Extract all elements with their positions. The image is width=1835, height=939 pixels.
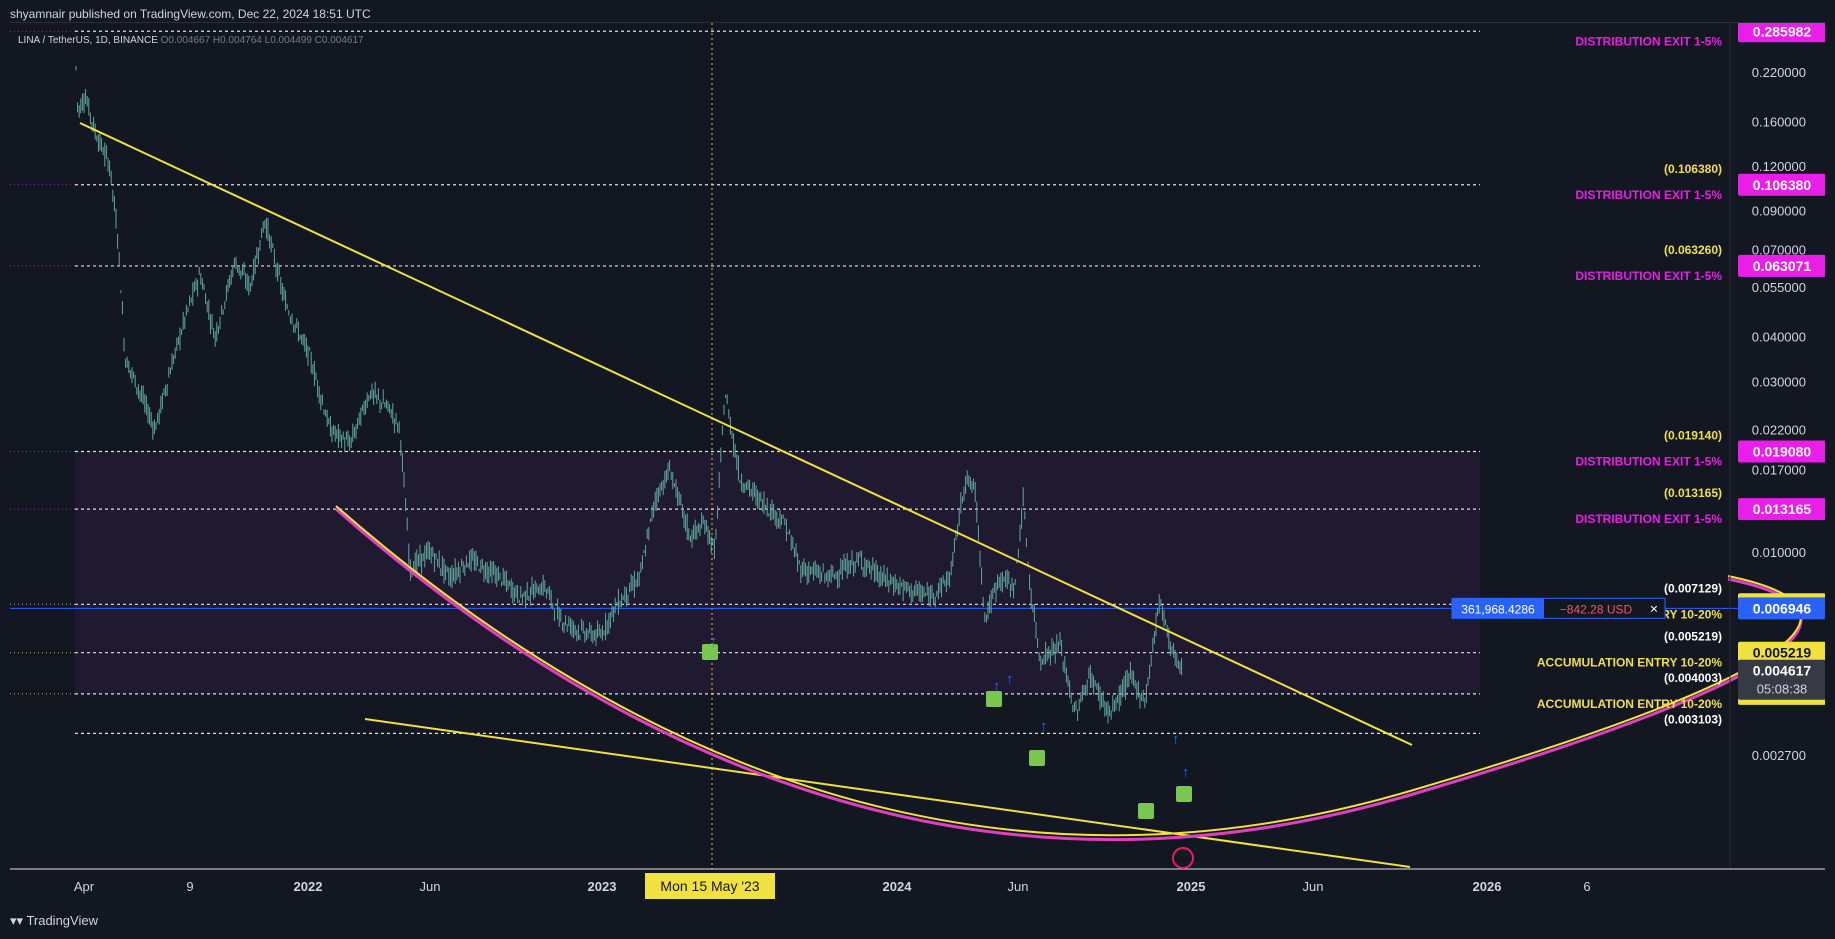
- y-tick-label: 0.090000: [1752, 204, 1806, 219]
- price-tag-bg: [1738, 440, 1825, 463]
- y-tick-label: 0.220000: [1752, 65, 1806, 80]
- level-label: ACCUMULATION ENTRY 10-20%: [1537, 697, 1722, 711]
- footer: ▾▾ TradingView: [0, 902, 1835, 939]
- check-icon: [986, 691, 1002, 707]
- arrow-up-icon: ↑: [1040, 718, 1048, 735]
- x-tick-label: 2022: [294, 879, 323, 894]
- accumulation-curve-outer: [335, 505, 1802, 837]
- x-tick-label: 2026: [1473, 879, 1502, 894]
- price-tag-bg: [1738, 498, 1825, 521]
- y-tick-label: 0.160000: [1752, 114, 1806, 129]
- price-tag: 0.285982: [1753, 23, 1812, 39]
- y-tick-label: 0.055000: [1752, 280, 1806, 295]
- position-qty-bg: [1452, 598, 1544, 619]
- check-icon: [1029, 750, 1045, 766]
- lightning-icon: [1172, 847, 1194, 869]
- y-tick-label: 0.030000: [1752, 374, 1806, 389]
- price-tag: 0.005219: [1753, 645, 1812, 661]
- level-bracket-label: (0.005219): [1664, 630, 1722, 644]
- x-tick-label: Jun: [420, 879, 441, 894]
- check-icon: [1138, 803, 1154, 819]
- y-tick-label: 0.070000: [1752, 243, 1806, 258]
- candles: [75, 66, 1183, 724]
- last-price-bg: [1738, 659, 1825, 700]
- x-tick-label: 9: [186, 879, 193, 894]
- x-tick-label: Jun: [1303, 879, 1324, 894]
- price-tag-bg: [1738, 254, 1825, 277]
- legend-symbol: LINA / TetherUS, 1D, BINANCE: [18, 35, 158, 46]
- legend-ohlc: O0.004667 H0.004764 L0.004499 C0.004617: [160, 35, 364, 46]
- position-pnl: −842.28 USD: [1560, 602, 1633, 616]
- y-tick-label: 0.040000: [1752, 330, 1806, 345]
- arrow-up-icon: ↑: [1172, 731, 1180, 748]
- price-tag-bg: [1738, 173, 1825, 196]
- x-tick-label: Jun: [1008, 879, 1029, 894]
- level-label: DISTRIBUTION EXIT 1-5%: [1575, 188, 1722, 202]
- price-tag: 0.013165: [1753, 501, 1812, 517]
- level-bracket-label: (0.019140): [1664, 428, 1722, 442]
- x-tick-label: 2025: [1177, 879, 1206, 894]
- symbol-legend: LINA / TetherUS, 1D, BINANCE O0.004667 H…: [18, 35, 364, 46]
- level-bracket-label: (0.013165): [1664, 486, 1722, 500]
- level-label: DISTRIBUTION EXIT 1-5%: [1575, 269, 1722, 283]
- x-tick-label: 2024: [883, 879, 913, 894]
- price-chart[interactable]: ↑↑ ↑↑↑↑DISTRIBUTION EXIT 1-5%(0.106380)DI…: [10, 23, 1825, 903]
- price-tag: 0.019080: [1753, 443, 1812, 459]
- publish-text: shyamnair published on TradingView.com, …: [10, 7, 371, 21]
- position-price-tag-bg: [1738, 597, 1825, 620]
- x-tick-label: 6: [1583, 879, 1590, 894]
- y-tick-label: 0.010000: [1752, 545, 1806, 560]
- tradingview-logo[interactable]: ▾▾ TradingView: [10, 913, 98, 929]
- close-icon: ×: [1650, 600, 1658, 616]
- level-bracket-label: (0.003103): [1664, 712, 1722, 726]
- crosshair-date-bg: [645, 873, 775, 899]
- level-bracket-label: (0.004003): [1664, 671, 1722, 685]
- check-icon: [1176, 786, 1192, 802]
- price-tag: 0.063071: [1753, 258, 1812, 274]
- price-tag: 0.106380: [1753, 177, 1812, 193]
- y-tick-label: 0.017000: [1752, 462, 1806, 477]
- accumulation-curve-inner: [335, 507, 1803, 842]
- level-label: DISTRIBUTION EXIT 1-5%: [1575, 512, 1722, 526]
- tv-icon: ▾▾: [10, 913, 27, 928]
- arrow-up-icon: ↑: [1182, 764, 1190, 781]
- y-tick-label: 0.022000: [1752, 422, 1806, 437]
- countdown-label: 05:08:38: [1757, 682, 1808, 697]
- level-bracket-label: (0.106380): [1664, 162, 1722, 176]
- arrow-up-icon: ↑: [993, 678, 1001, 695]
- x-tick-label: 2023: [588, 879, 617, 894]
- arrow-up-icon: ↑: [710, 633, 718, 650]
- footer-brand: TradingView: [26, 913, 98, 928]
- zone-shade: [75, 451, 1480, 694]
- position-price-tag: 0.006946: [1753, 600, 1812, 616]
- arrow-up-icon: ↑: [1006, 671, 1014, 688]
- check-icon: [702, 644, 718, 660]
- position-qty: 361,968.4286: [1461, 602, 1535, 616]
- trendline-descending: [79, 122, 1413, 746]
- level-bracket-label: (0.007129): [1664, 581, 1722, 595]
- level-label: ACCUMULATION ENTRY 10-20%: [1537, 656, 1722, 670]
- last-price-label: 0.004617: [1753, 663, 1812, 679]
- chart-area[interactable]: ↑ ↑ ↑ ↑ ↑ ↑ DISTRIBUTION EXIT 1-5% (0.106380) DI…: [10, 22, 1825, 903]
- trendline-lower: [364, 718, 1411, 868]
- price-tag-bg: [1738, 23, 1825, 43]
- level-bracket-label: (0.063260): [1664, 243, 1722, 257]
- y-tick-label: 0.002700: [1752, 748, 1806, 763]
- crosshair-date-label: Mon 15 May '23: [660, 878, 759, 894]
- level-label: DISTRIBUTION EXIT 1-5%: [1575, 34, 1722, 48]
- price-tag-bg: [1738, 641, 1825, 664]
- level-label: DISTRIBUTION EXIT 1-5%: [1575, 454, 1722, 468]
- y-tick-label: 0.120000: [1752, 159, 1806, 174]
- x-tick-label: Apr: [74, 879, 95, 894]
- price-axis: 0.220000 0.160000 0.120000 0.090000 0.070000…: [1729, 23, 1806, 869]
